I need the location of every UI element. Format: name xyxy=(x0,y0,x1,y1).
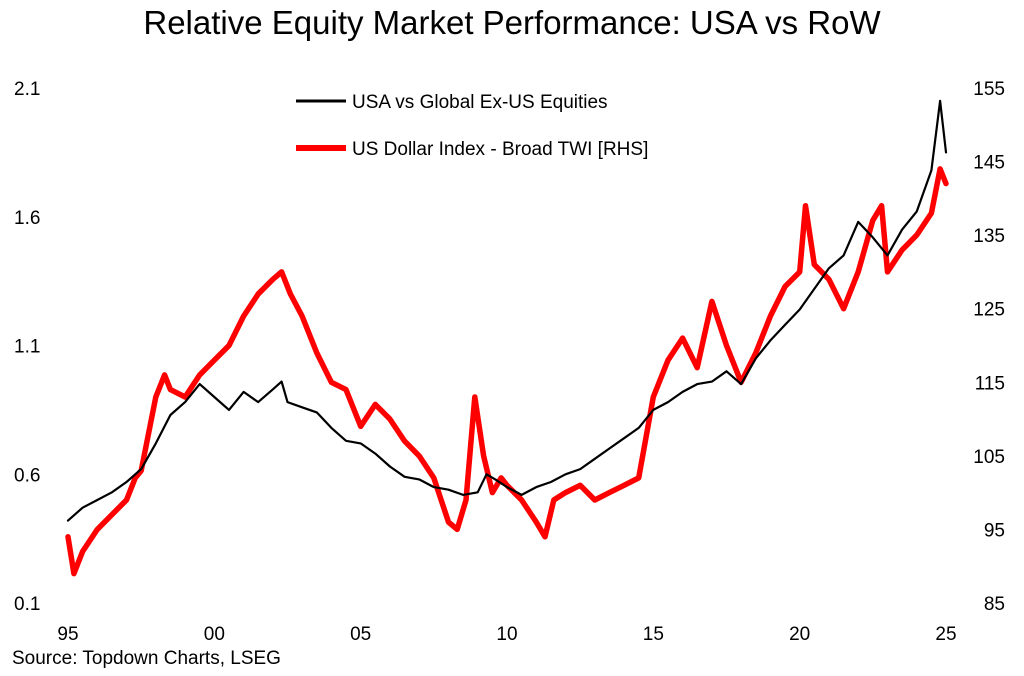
y-left-tick-label: 1.6 xyxy=(14,208,40,229)
x-tick-label: 25 xyxy=(935,624,956,645)
x-tick-label: 00 xyxy=(204,624,225,645)
y-right-tick-label: 115 xyxy=(975,373,1005,394)
x-axis-ticks: 95 00 05 10 15 20 25 xyxy=(57,624,956,645)
y-left-tick-label: 0.6 xyxy=(14,465,40,486)
y-right-tick-label: 135 xyxy=(973,226,1005,247)
x-tick-label: 05 xyxy=(350,624,371,645)
legend-label-usa-relative: USA vs Global Ex-US Equities xyxy=(352,92,608,113)
y-right-axis-ticks: 85 95 105 115 125 135 145 155 xyxy=(973,79,1005,615)
y-right-tick-label: 125 xyxy=(973,300,1005,321)
usd-index-line xyxy=(65,166,949,577)
x-tick-label: 95 xyxy=(57,624,78,645)
y-left-tick-label: 0.1 xyxy=(14,594,40,615)
legend: USA vs Global Ex-US Equities US Dollar I… xyxy=(296,92,648,160)
source-note: Source: Topdown Charts, LSEG xyxy=(12,648,281,669)
y-right-tick-label: 85 xyxy=(984,594,1005,615)
y-right-tick-label: 145 xyxy=(973,153,1005,174)
chart-title: Relative Equity Market Performance: USA … xyxy=(143,4,881,41)
x-tick-label: 20 xyxy=(789,624,810,645)
y-left-tick-label: 2.1 xyxy=(14,79,40,100)
y-right-tick-label: 155 xyxy=(973,79,1005,100)
x-tick-label: 10 xyxy=(496,624,517,645)
y-left-tick-label: 1.1 xyxy=(14,337,40,358)
x-tick-label: 15 xyxy=(643,624,664,645)
y-right-tick-label: 95 xyxy=(984,520,1005,541)
y-right-tick-label: 105 xyxy=(973,447,1005,468)
legend-label-usd-index: US Dollar Index - Broad TWI [RHS] xyxy=(352,139,648,160)
y-left-axis-ticks: 0.1 0.6 1.1 1.6 2.1 xyxy=(14,79,40,615)
usa-relative-line xyxy=(66,99,948,522)
plot-lines xyxy=(65,99,949,577)
